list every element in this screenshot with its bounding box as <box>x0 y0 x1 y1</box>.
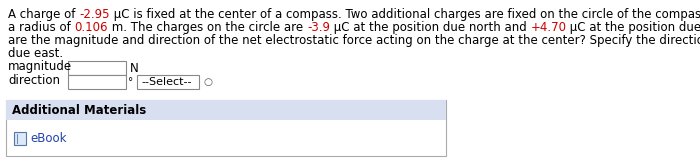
Bar <box>68 61 126 75</box>
Text: A charge of: A charge of <box>8 8 79 21</box>
Text: μC at the position due north and: μC at the position due north and <box>330 21 531 34</box>
Text: N: N <box>130 61 139 75</box>
Text: °: ° <box>128 77 133 87</box>
Bar <box>14 131 26 145</box>
Text: a radius of: a radius of <box>8 21 74 34</box>
Text: ○: ○ <box>203 77 212 87</box>
Bar <box>137 75 199 89</box>
Text: magnitude: magnitude <box>8 60 72 73</box>
Bar <box>68 75 126 89</box>
Text: --Select--: --Select-- <box>141 77 192 87</box>
Text: -3.9: -3.9 <box>307 21 330 34</box>
Text: μC is fixed at the center of a compass. Two additional charges are fixed on the : μC is fixed at the center of a compass. … <box>110 8 700 21</box>
Text: Additional Materials: Additional Materials <box>12 103 146 116</box>
Text: eBook: eBook <box>30 131 66 145</box>
Text: m. The charges on the circle are: m. The charges on the circle are <box>108 21 307 34</box>
Text: due east.: due east. <box>8 47 63 60</box>
Text: μC at the position due east. What: μC at the position due east. What <box>566 21 700 34</box>
Text: -2.95: -2.95 <box>79 8 110 21</box>
Text: direction: direction <box>8 74 60 87</box>
Text: +4.70: +4.70 <box>531 21 566 34</box>
Bar <box>6 100 446 156</box>
Text: 0.106: 0.106 <box>74 21 108 34</box>
Text: are the magnitude and direction of the net electrostatic force acting on the cha: are the magnitude and direction of the n… <box>8 34 700 47</box>
Bar <box>6 100 446 120</box>
